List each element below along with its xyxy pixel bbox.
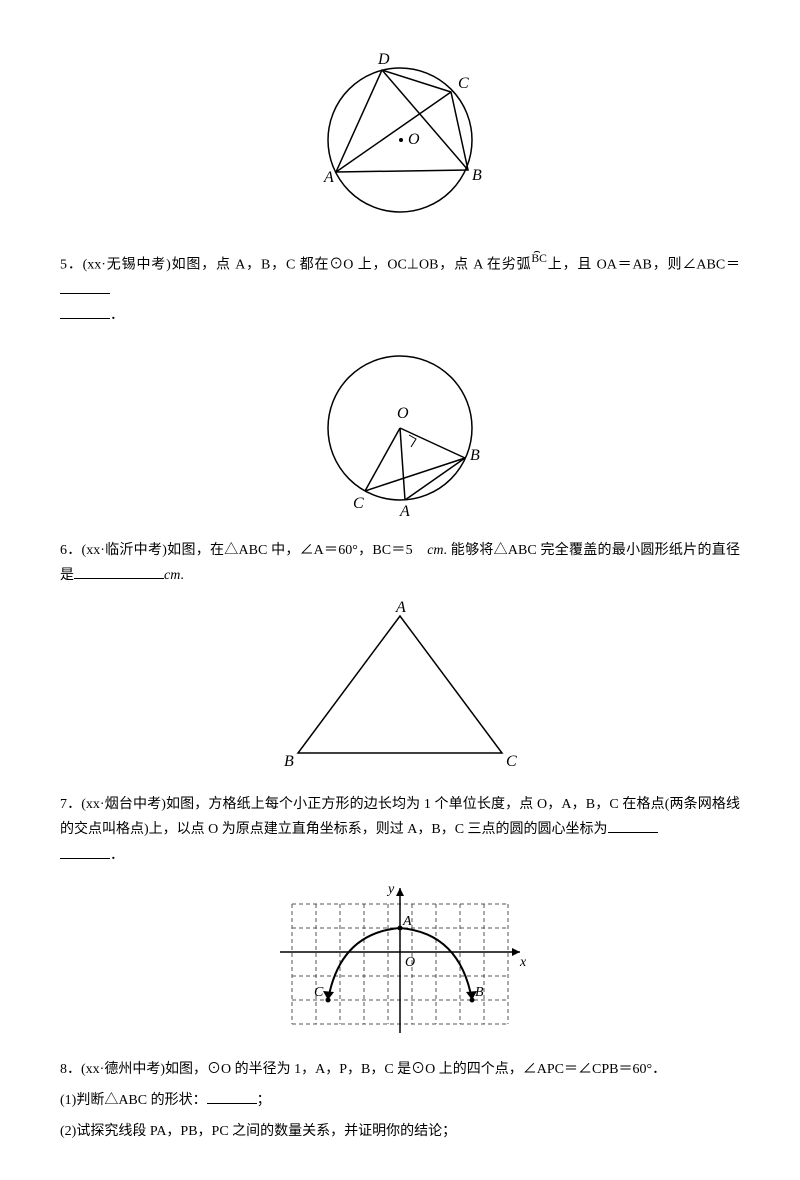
svg-text:C: C	[353, 495, 364, 512]
q7-text: 7．(xx·烟台中考)如图，方格纸上每个小正方形的边长均为 1 个单位长度，点 …	[60, 797, 740, 837]
svg-text:C: C	[506, 753, 517, 770]
question-6: 6．(xx·临沂中考)如图，在△ABC 中，∠A＝60°，BC＝5 cm. 能够…	[60, 538, 740, 588]
q6-unit1: cm	[427, 543, 443, 558]
q6-prefix: 6．(xx·临沂中考)如图，在△ABC 中，∠A＝60°，BC＝5	[60, 543, 427, 558]
svg-text:C: C	[458, 75, 469, 92]
q6-blank	[74, 578, 164, 579]
svg-text:x: x	[519, 955, 527, 970]
q7-blank-1	[608, 832, 658, 833]
svg-text:A: A	[399, 503, 410, 518]
figure-q6-triangle: A B C	[60, 598, 740, 782]
svg-text:C: C	[314, 985, 324, 1000]
figure-q7-grid: O A B C x y	[60, 878, 740, 1047]
q5-middle: 上，且 OA＝AB，则∠ABC＝	[547, 258, 740, 273]
svg-text:O: O	[408, 131, 420, 148]
svg-text:B: B	[284, 753, 294, 770]
svg-text:B: B	[475, 985, 484, 1000]
q5-prefix: 5．(xx·无锡中考)如图，点 A，B，C 都在⊙O 上，OC⊥OB，点 A 在…	[60, 258, 531, 273]
q7-suffix: ．	[110, 848, 124, 863]
figure-q4-circle-abcd: A B C D O	[60, 40, 740, 239]
question-5: 5．(xx·无锡中考)如图，点 A，B，C 都在⊙O 上，OC⊥OB，点 A 在…	[60, 249, 740, 328]
svg-text:D: D	[377, 51, 390, 68]
question-7: 7．(xx·烟台中考)如图，方格纸上每个小正方形的边长均为 1 个单位长度，点 …	[60, 792, 740, 868]
q5-suffix: ．	[110, 308, 124, 323]
q8-l1: 8．(xx·德州中考)如图，⊙O 的半径为 1，A，P，B，C 是⊙O 上的四个…	[60, 1062, 666, 1077]
svg-text:y: y	[386, 882, 395, 897]
svg-text:A: A	[395, 599, 406, 616]
svg-text:A: A	[323, 169, 334, 186]
q6-unit2: cm	[164, 568, 180, 583]
svg-text:O: O	[405, 955, 415, 970]
q7-blank-2	[60, 858, 110, 859]
svg-text:A: A	[402, 914, 412, 929]
svg-text:B: B	[472, 167, 482, 184]
q8-blank	[207, 1103, 257, 1104]
figure-q5-circle-oabc: O B C A	[60, 338, 740, 527]
q8-l2-prefix: (1)判断△ABC 的形状：	[60, 1093, 207, 1108]
q5-blank-2	[60, 318, 110, 319]
q6-suffix: .	[180, 568, 184, 583]
question-8-line1: 8．(xx·德州中考)如图，⊙O 的半径为 1，A，P，B，C 是⊙O 上的四个…	[60, 1057, 740, 1082]
q8-l2-suffix: ；	[257, 1093, 271, 1108]
svg-text:O: O	[397, 405, 409, 422]
question-8-line2: (1)判断△ABC 的形状： ；	[60, 1088, 740, 1113]
svg-text:B: B	[470, 447, 480, 464]
q5-blank-1	[60, 293, 110, 294]
